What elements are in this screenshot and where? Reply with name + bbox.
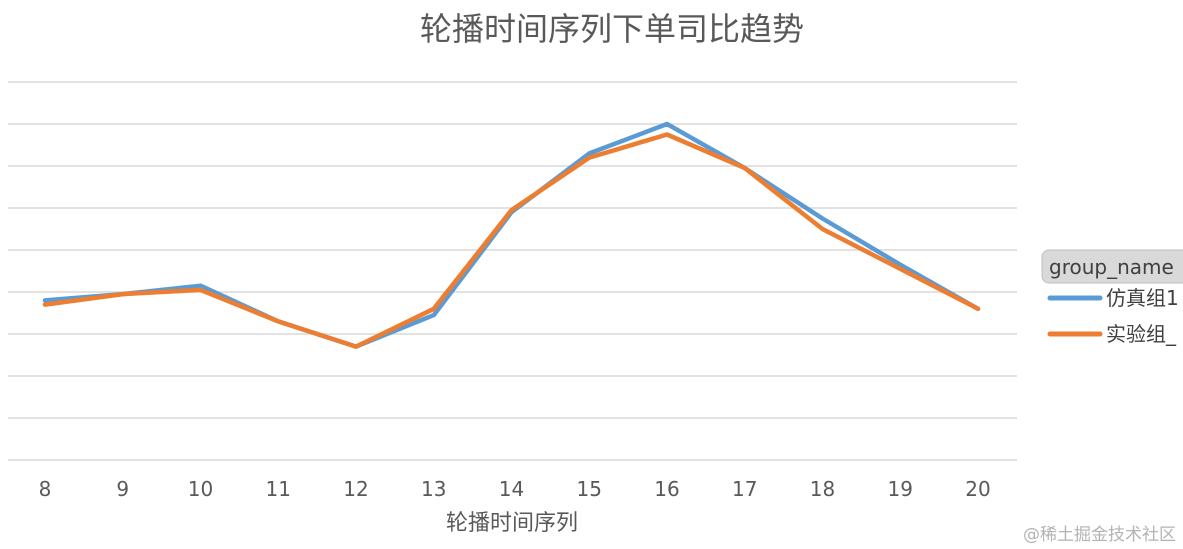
x-axis-ticks: 8 9 10 11 12 13 14 15 16 17 18 19 20 — [39, 477, 991, 501]
x-tick-label: 9 — [116, 477, 129, 501]
x-tick-label: 15 — [577, 477, 602, 501]
watermark: @稀土掘金技术社区 — [1023, 525, 1176, 545]
x-tick-label: 14 — [499, 477, 524, 501]
x-tick-label: 17 — [732, 477, 757, 501]
legend-title: group_name — [1049, 255, 1174, 279]
series-lines — [42, 121, 981, 349]
x-tick-label: 11 — [266, 477, 291, 501]
x-tick-label: 18 — [810, 477, 835, 501]
legend: group_name 仿真组1 实验组_ — [1041, 249, 1183, 346]
chart-title: 轮播时间序列下单司比趋势 — [420, 10, 804, 48]
x-tick-label: 12 — [343, 477, 368, 501]
series-line-1 — [42, 132, 981, 349]
legend-label: 实验组_ — [1106, 322, 1177, 346]
legend-items: 仿真组1 实验组_ — [1047, 286, 1179, 346]
x-tick-label: 10 — [188, 477, 213, 501]
x-axis-label: 轮播时间序列 — [446, 511, 578, 536]
legend-label: 仿真组1 — [1106, 286, 1179, 310]
x-tick-label: 8 — [39, 477, 52, 501]
x-tick-label: 13 — [421, 477, 446, 501]
x-tick-label: 19 — [888, 477, 913, 501]
x-tick-label: 16 — [654, 477, 679, 501]
legend-title-background — [1041, 249, 1183, 284]
x-tick-label: 20 — [965, 477, 990, 501]
grid — [8, 81, 1017, 461]
